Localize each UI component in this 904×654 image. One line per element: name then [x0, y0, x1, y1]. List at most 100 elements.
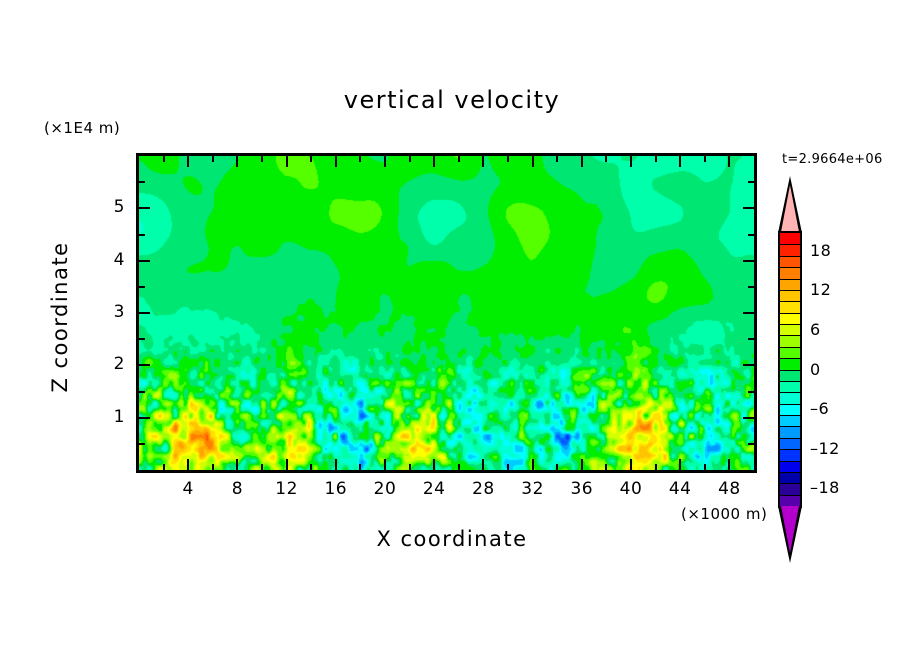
- colorbar-band: [780, 403, 800, 415]
- colorbar-tick-label: 18: [810, 240, 832, 260]
- x-tick-label: 16: [324, 479, 348, 499]
- colorbar-band: [780, 392, 800, 404]
- y-axis-tick-minor: [139, 390, 145, 393]
- x-tick-label: 12: [275, 479, 298, 499]
- y-axis-tick-minor: [139, 181, 145, 184]
- colorbar-band: [780, 460, 800, 472]
- contour-plot-area: [136, 153, 757, 473]
- colorbar-band: [780, 278, 800, 290]
- x-axis-tick-minor: [359, 464, 362, 470]
- x-axis-tick-major-top: [236, 156, 239, 167]
- y-tick-label: 5: [113, 197, 125, 218]
- x-axis-tick-major: [334, 459, 337, 470]
- x-axis-tick-major-top: [580, 156, 583, 167]
- colorbar-tick-label: –12: [810, 438, 840, 458]
- x-axis-tick-minor: [211, 464, 214, 470]
- x-axis-tick-major: [728, 459, 731, 470]
- colorbar-band: [780, 324, 800, 336]
- y-axis-tick-minor-right: [748, 285, 754, 288]
- x-tick-label: 40: [619, 479, 643, 499]
- colorbar-over-arrow: [781, 185, 799, 232]
- x-tick-label: 36: [570, 479, 594, 499]
- colorbar-tick-group: 18 12 6 0 –6 –12 –18: [776, 176, 839, 526]
- x-axis-tick-major: [285, 459, 288, 470]
- x-axis-tick-minor-top: [211, 156, 214, 162]
- colorbar-band: [780, 471, 800, 484]
- colorbar-band: [780, 483, 800, 495]
- y-axis-tick-major-right: [743, 207, 754, 210]
- colorbar-band: [780, 369, 800, 381]
- chart-title: vertical velocity: [343, 86, 561, 114]
- x-axis-tick-major: [236, 459, 239, 470]
- colorbar-band: [780, 358, 800, 370]
- y-tick-label: 4: [113, 249, 125, 270]
- x-tick-label: 32: [521, 479, 544, 499]
- colorbar-tick-label: 0: [810, 359, 821, 379]
- colorbar-band: [780, 301, 800, 313]
- x-axis-tick-major-top: [679, 156, 682, 167]
- y-axis-tick-minor-right: [748, 233, 754, 236]
- x-axis-tick-minor: [703, 464, 706, 470]
- y-axis-tick-major-right: [743, 312, 754, 314]
- x-tick-label: 48: [718, 479, 741, 499]
- x-tick-label: 20: [373, 479, 397, 499]
- x-axis-tick-minor: [507, 464, 509, 470]
- x-axis-tick-minor: [457, 464, 460, 470]
- colorbar-band: [780, 255, 800, 268]
- x-axis-tick-minor-top: [507, 156, 509, 162]
- colorbar: 18 12 6 0 –6 –12 –18: [776, 176, 839, 563]
- x-axis-tick-major: [187, 459, 190, 470]
- colorbar-bands: [778, 231, 802, 508]
- x-tick-label: 28: [472, 479, 495, 499]
- colorbar-band: [780, 346, 800, 359]
- x-axis-tick-major-top: [728, 156, 731, 167]
- colorbar-tick-label: 6: [810, 319, 821, 339]
- colorbar-tick-label: 12: [810, 280, 832, 300]
- y-axis-tick-major: [139, 416, 150, 419]
- x-axis-tick-major: [482, 459, 485, 470]
- colorbar-band: [780, 233, 800, 245]
- velocity-field-canvas: [139, 156, 754, 470]
- y-axis-tick-minor-right: [748, 442, 754, 445]
- y-axis-tick-major-right: [743, 259, 754, 262]
- colorbar-band: [780, 244, 800, 256]
- x-axis-tick-minor-top: [261, 156, 263, 162]
- y-tick-label: 1: [113, 406, 125, 427]
- colorbar-under-arrow: [781, 506, 799, 553]
- colorbar-band: [780, 335, 800, 347]
- colorbar-band: [780, 289, 800, 302]
- y-axis-tick-minor: [139, 233, 145, 236]
- colorbar-tick-label: –18: [810, 478, 840, 498]
- y-axis-tick-minor: [139, 285, 145, 288]
- x-axis-tick-minor-top: [605, 156, 608, 162]
- colorbar-band: [780, 437, 800, 450]
- x-axis-tick-major-top: [482, 156, 485, 167]
- x-tick-label: 44: [668, 479, 692, 499]
- x-axis-tick-major-top: [334, 156, 337, 167]
- x-axis-tick-major: [630, 459, 632, 470]
- y-axis-tick-major: [139, 312, 150, 314]
- y-axis-tick-minor-right: [748, 338, 754, 341]
- x-axis-tick-major-top: [187, 156, 190, 167]
- x-axis-tick-major: [531, 459, 534, 470]
- y-axis-tick-major: [139, 259, 150, 262]
- y-axis-tick-minor: [139, 338, 145, 341]
- y-axis-tick-minor-right: [748, 181, 754, 184]
- y-axis-label: Z coordinate: [48, 241, 72, 393]
- x-axis-tick-minor: [162, 464, 165, 470]
- y-axis-tick-major-right: [743, 416, 754, 419]
- x-axis-tick-major: [679, 459, 682, 470]
- x-axis-tick-major-top: [630, 156, 632, 167]
- x-axis-tick-major-top: [285, 156, 288, 167]
- y-tick-label: 3: [113, 302, 125, 322]
- x-axis-tick-major-top: [433, 156, 436, 167]
- colorbar-band: [780, 449, 800, 461]
- colorbar-band: [780, 380, 800, 393]
- timestamp-annotation: t=2.9664e+06: [782, 152, 883, 167]
- colorbar-band: [780, 426, 800, 438]
- x-tick-label: 24: [422, 479, 446, 499]
- x-axis-tick-minor-top: [556, 156, 559, 162]
- x-axis-tick-minor-top: [408, 156, 411, 162]
- y-axis-tick-major-right: [743, 364, 754, 367]
- y-tick-label: 2: [113, 354, 125, 375]
